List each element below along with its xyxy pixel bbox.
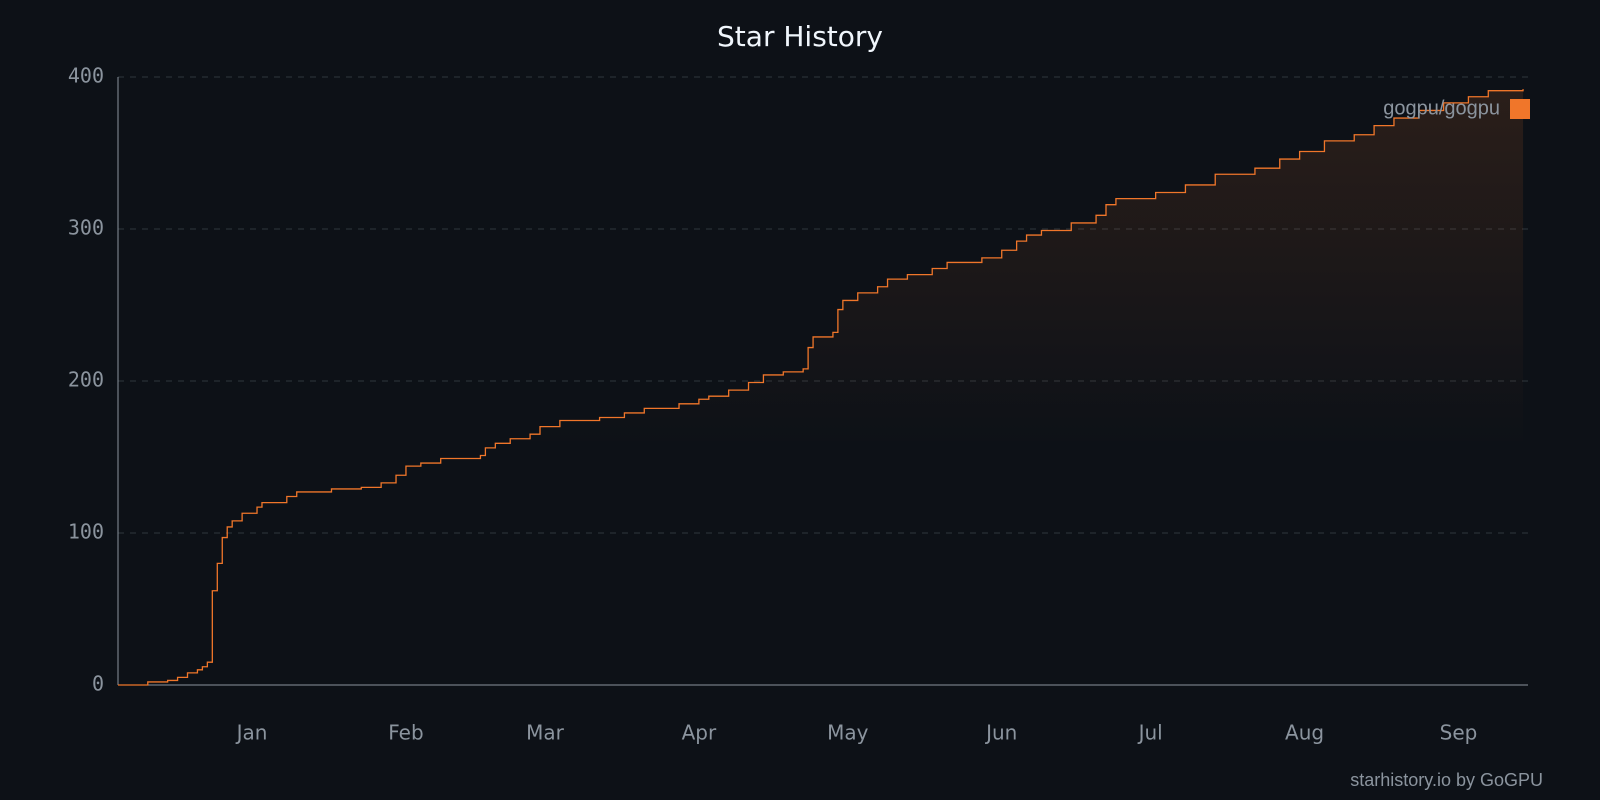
x-tick-label: Aug [1285,721,1324,745]
x-tick-label: Mar [526,721,565,745]
x-tick-label: Apr [682,721,717,745]
legend-swatch [1510,99,1530,119]
y-tick-label: 0 [92,672,104,696]
line [118,89,1524,686]
y-tick-label: 200 [68,368,104,392]
x-tick-label: Jul [1137,721,1163,745]
x-tick-label: Jun [984,721,1017,745]
area [118,89,1524,685]
x-tick-label: Feb [388,721,423,745]
chart-title: Star History [717,20,883,53]
x-tick-label: Sep [1440,721,1478,745]
y-tick-label: 100 [68,520,104,544]
y-tick-label: 300 [68,216,104,240]
watermark: starhistory.io by GoGPU [1350,770,1543,790]
y-tick-label: 400 [68,64,104,88]
x-tick-label: Jan [235,721,268,745]
x-tick-label: May [827,721,869,745]
legend-label: gogpu/gogpu [1383,97,1500,119]
